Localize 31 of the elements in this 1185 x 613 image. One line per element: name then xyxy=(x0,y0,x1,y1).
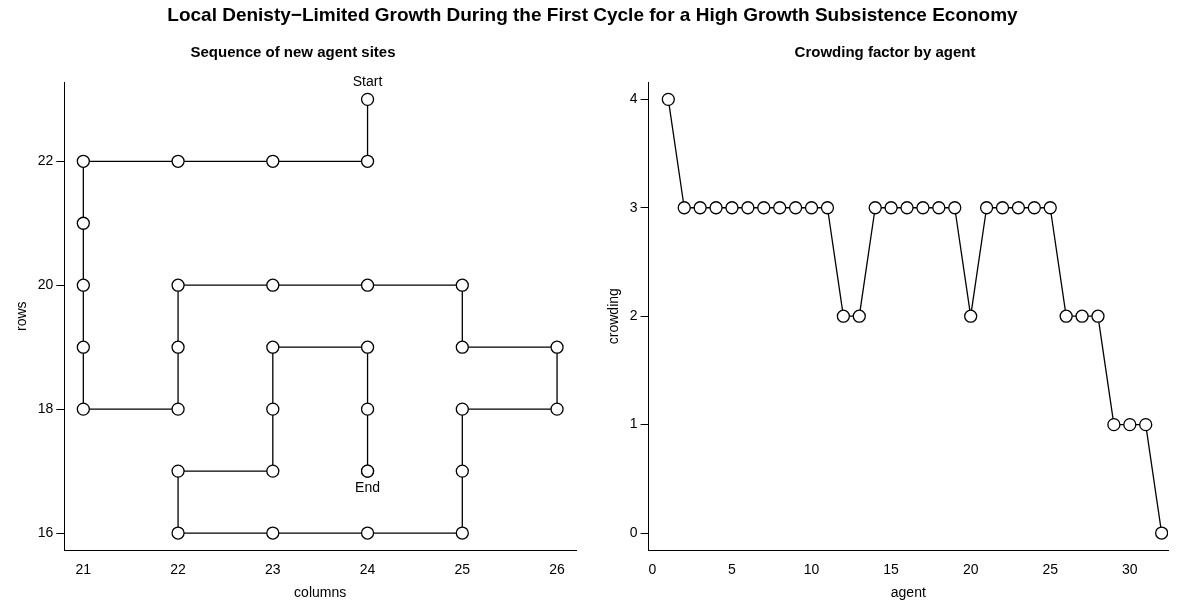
y-tick-label: 0 xyxy=(629,523,638,540)
x-tick-label: 24 xyxy=(359,560,376,577)
x-axis-title: columns xyxy=(294,584,347,601)
chart-title: Crowding factor by agent xyxy=(794,43,976,61)
x-tick-label: 30 xyxy=(1122,560,1138,577)
y-tick-label: 2 xyxy=(629,307,638,324)
x-tick-label: 23 xyxy=(265,560,281,577)
x-tick-label: 22 xyxy=(170,560,187,577)
x-tick-label: 21 xyxy=(75,560,92,577)
x-tick-label: 5 xyxy=(728,560,737,577)
x-axis-title: agent xyxy=(890,584,926,601)
x-tick-label: 25 xyxy=(454,560,471,577)
annotation: End xyxy=(355,478,381,495)
x-tick-label: 26 xyxy=(549,560,566,577)
x-tick-label: 0 xyxy=(648,560,657,577)
y-tick-label: 16 xyxy=(37,523,54,540)
y-axis-title: rows xyxy=(13,301,30,331)
x-tick-label: 10 xyxy=(803,560,820,577)
x-tick-label: 25 xyxy=(1042,560,1059,577)
x-tick-label: 20 xyxy=(962,560,979,577)
y-tick-label: 18 xyxy=(37,400,54,416)
y-tick-label: 22 xyxy=(37,152,54,169)
y-tick-label: 3 xyxy=(629,198,638,215)
x-tick-label: 15 xyxy=(883,560,900,577)
text: Local Denisty−Limited Growth During the First Cycle for a High Growth Subsistence Economy xyxy=(166,3,1019,27)
annotation: Start xyxy=(352,73,383,90)
y-tick-label: 4 xyxy=(629,90,638,107)
y-tick-label: 20 xyxy=(37,276,54,293)
y-tick-label: 1 xyxy=(629,415,638,432)
y-axis-title: crowding xyxy=(605,288,622,345)
chart-title: Sequence of new agent sites xyxy=(190,43,396,61)
